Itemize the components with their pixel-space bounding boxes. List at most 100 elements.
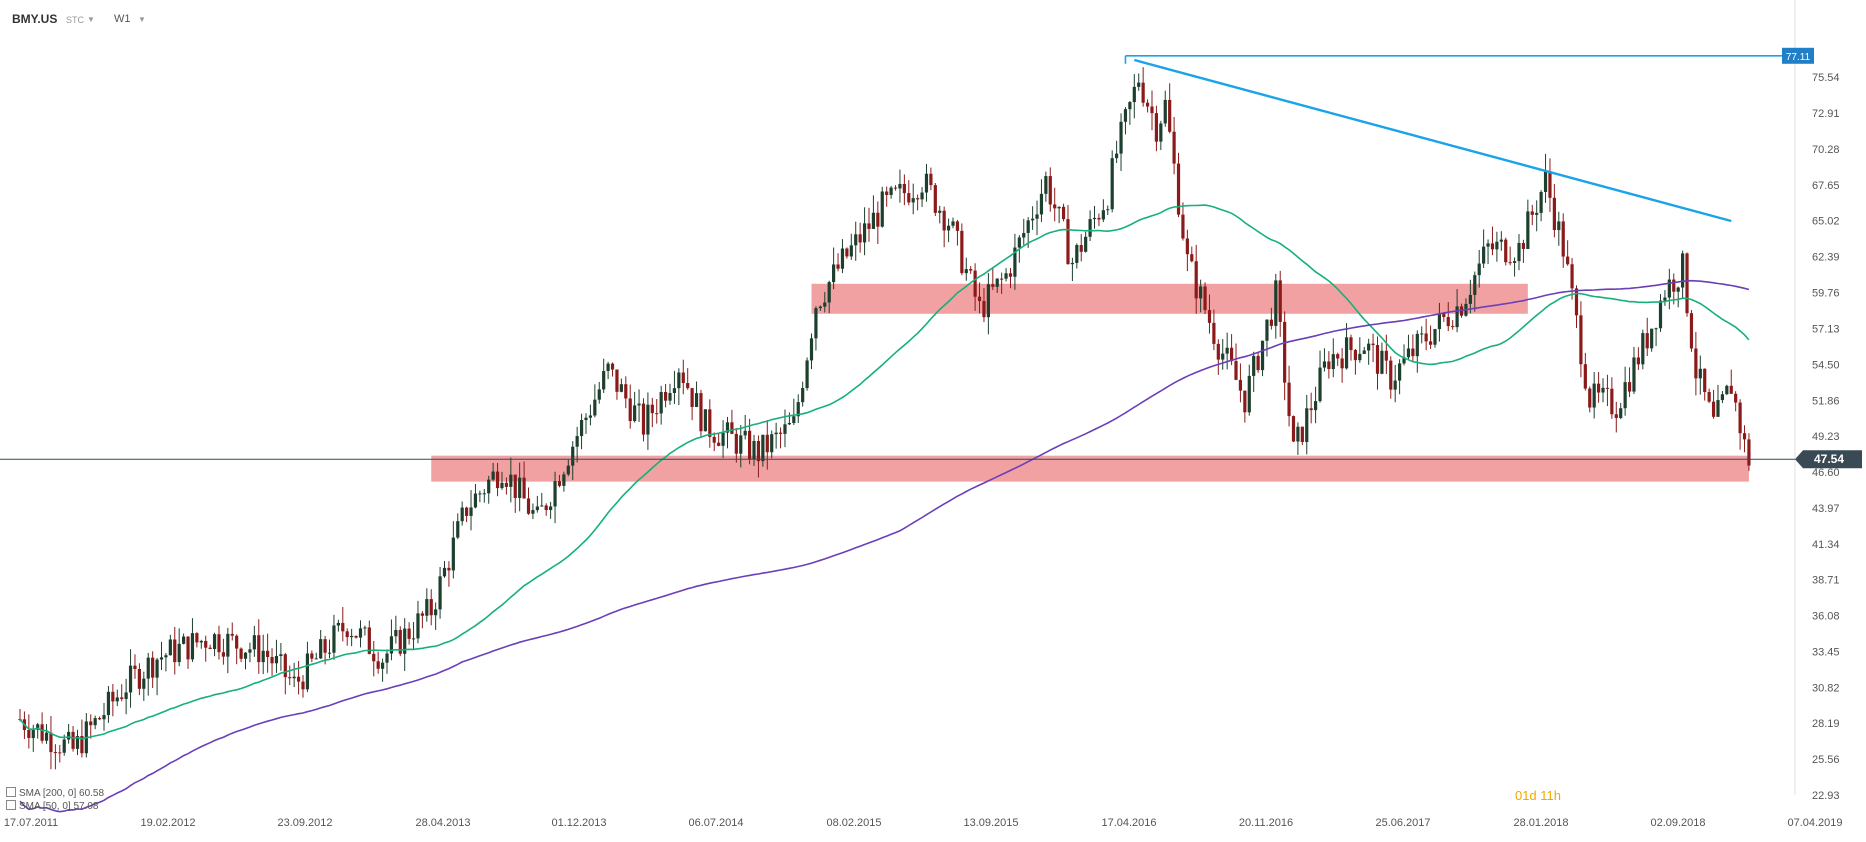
candle-body — [1305, 408, 1309, 443]
candle-body — [155, 659, 159, 678]
candle-body — [1561, 221, 1565, 257]
candle-body — [1623, 382, 1627, 409]
candle-body — [1278, 280, 1282, 322]
candle-body — [182, 636, 186, 644]
y-tick-label: 57.13 — [1812, 323, 1840, 335]
candle-body — [858, 234, 862, 243]
x-tick-label: 20.11.2016 — [1239, 817, 1293, 829]
x-tick-label: 01.12.2013 — [551, 817, 606, 829]
candle-body — [1176, 163, 1181, 215]
instrument-type-label[interactable]: STC — [66, 15, 84, 25]
candle-body — [721, 432, 725, 446]
candle-body — [739, 435, 743, 454]
candle-body — [1610, 388, 1614, 415]
candle-body — [1495, 241, 1499, 250]
candle-body — [1260, 340, 1265, 371]
candle-body — [995, 278, 999, 287]
y-tick-label: 51.86 — [1812, 395, 1840, 407]
candle-body — [778, 432, 783, 434]
candle-body — [438, 576, 442, 610]
candle-body — [323, 639, 327, 653]
candle-body — [717, 442, 721, 446]
candle-body — [230, 633, 234, 636]
chevron-down-icon[interactable]: ▼ — [87, 15, 95, 24]
candle-body — [703, 409, 707, 432]
candle-body — [509, 474, 513, 487]
candle-body — [1477, 263, 1481, 276]
candle-body — [1548, 171, 1552, 198]
candle-body — [1110, 158, 1114, 210]
candle-body — [1141, 82, 1145, 103]
candle-body — [1424, 333, 1428, 342]
sma-200-line — [19, 279, 1750, 813]
candle-body — [1734, 393, 1738, 403]
candle-body — [350, 635, 354, 638]
candle-body — [429, 599, 433, 616]
candle-body — [1123, 109, 1128, 122]
candle-body — [40, 724, 44, 741]
candle-body — [1716, 400, 1720, 417]
candle-body — [354, 635, 358, 638]
candle-body — [1048, 176, 1052, 205]
candle-body — [889, 187, 893, 195]
candle-body — [1627, 382, 1632, 392]
candle-body — [1026, 220, 1030, 233]
support-zone-1 — [811, 283, 1528, 314]
chevron-down-icon[interactable]: ▼ — [138, 15, 146, 24]
sma-50-line — [19, 204, 1750, 740]
candle-body — [1451, 326, 1455, 328]
candle-body — [1694, 348, 1698, 379]
candle-body — [712, 436, 716, 443]
y-tick-label: 67.65 — [1812, 180, 1840, 192]
candle-body — [1190, 254, 1194, 262]
candle-body — [411, 638, 416, 640]
candle-body — [840, 248, 845, 269]
candle-body — [982, 301, 986, 318]
candle-body — [226, 633, 230, 657]
candle-body — [677, 372, 681, 389]
candle-body — [876, 212, 880, 227]
candle-body — [1592, 383, 1596, 408]
descending-trendline — [1133, 58, 1732, 223]
candle-body — [80, 735, 84, 754]
indicator-legend-sma50[interactable]: SMA [50, 0] 57.08 — [6, 800, 99, 812]
candle-body — [1720, 394, 1725, 401]
candle-body — [641, 403, 646, 435]
indicator-label: SMA [50, 0] 57.08 — [19, 801, 99, 812]
candle-body — [296, 676, 301, 682]
candle-body — [1017, 237, 1021, 248]
timeframe-selector[interactable]: W1 — [114, 13, 131, 25]
indicator-legend-sma200[interactable]: SMA [200, 0] 60.58 — [6, 787, 104, 799]
candle-body — [456, 521, 460, 538]
candle-body — [1234, 361, 1238, 380]
candle-body — [1265, 319, 1269, 341]
candle-body — [1632, 357, 1636, 392]
candle-body — [314, 658, 318, 660]
y-tick-label: 70.28 — [1812, 144, 1840, 156]
indicator-settings-icon[interactable] — [6, 800, 16, 810]
candle-body — [1654, 328, 1658, 330]
candle-body — [571, 446, 575, 466]
candle-body — [756, 440, 761, 462]
candle-body — [97, 718, 102, 720]
candle-body — [646, 404, 650, 435]
candle-body — [447, 567, 451, 571]
indicator-settings-icon[interactable] — [6, 787, 16, 797]
candle-body — [1685, 253, 1689, 314]
candle-body — [761, 434, 765, 462]
candle-body — [491, 471, 495, 480]
candle-body — [1150, 106, 1154, 114]
y-tick-label: 54.50 — [1812, 359, 1840, 371]
candle-body — [792, 416, 796, 423]
candles — [18, 67, 1751, 770]
candle-body — [1340, 358, 1344, 369]
candle-body — [1075, 245, 1079, 263]
candle-body — [133, 665, 137, 669]
candle-body — [1574, 288, 1579, 316]
candle-body — [1663, 297, 1667, 301]
symbol-label[interactable]: BMY.US — [12, 12, 58, 26]
y-tick-label: 30.82 — [1812, 682, 1840, 694]
candle-body — [1172, 131, 1176, 164]
